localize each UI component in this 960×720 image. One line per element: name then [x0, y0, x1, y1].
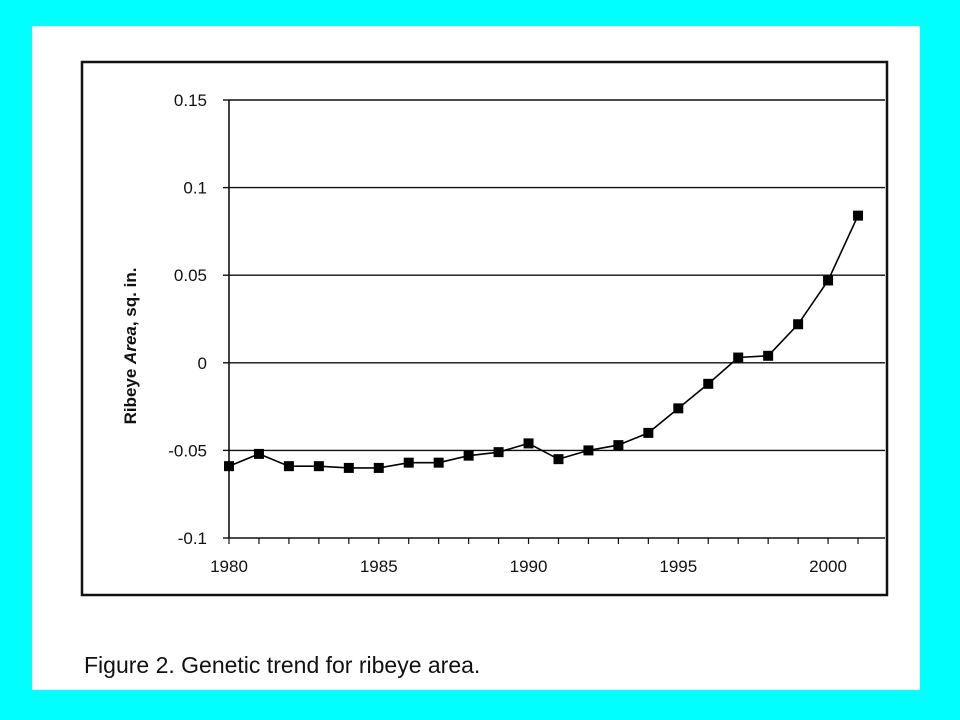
y-axis-title-part: Ribeye — [121, 364, 140, 424]
x-tick-label: 2000 — [809, 557, 847, 576]
data-point-marker — [313, 461, 324, 472]
y-tick-labels: -0.1 -0.05 0 0.05 0.1 0.15 — [168, 91, 207, 548]
y-tick-label: -0.05 — [168, 441, 207, 460]
data-point-marker — [613, 440, 624, 451]
data-point-marker — [283, 461, 294, 472]
y-axis-title-part: , sq. in. — [121, 268, 140, 327]
data-point-marker — [643, 427, 654, 438]
y-tick-label: 0.1 — [183, 179, 207, 198]
gridlines — [229, 99, 885, 452]
data-point-marker — [793, 319, 804, 330]
y-tick-label: 0.15 — [174, 91, 207, 110]
figure-caption: Figure 2. Genetic trend for ribeye area. — [84, 652, 481, 678]
y-axis-title: Ribeye Area, sq. in. — [121, 268, 140, 425]
data-point-marker — [553, 454, 564, 465]
series-genetic-trend — [224, 210, 864, 473]
y-tick-label: 0.05 — [174, 266, 207, 285]
data-point-marker — [403, 457, 414, 468]
data-point-marker — [733, 352, 744, 363]
x-tick-label: 1995 — [659, 557, 697, 576]
x-tick-labels: 1980 1985 1990 1995 2000 — [210, 557, 847, 576]
figure-paper: -0.1 -0.05 0 0.05 0.1 0.15 1980 1985 1990 1995 20… — [32, 26, 920, 690]
data-point-marker — [343, 462, 354, 473]
data-point-marker — [763, 350, 774, 361]
chart-frame — [80, 60, 889, 597]
data-point-marker — [523, 438, 534, 449]
data-point-marker — [253, 448, 264, 459]
data-point-marker — [673, 403, 684, 414]
data-point-marker — [823, 275, 834, 286]
x-tick-label: 1980 — [210, 557, 248, 576]
data-point-marker — [493, 447, 504, 458]
data-point-marker — [463, 450, 474, 461]
data-point-marker — [373, 462, 384, 473]
data-point-marker — [853, 210, 864, 221]
series-line — [228, 215, 859, 469]
data-point-marker — [433, 457, 444, 468]
data-point-marker — [703, 378, 714, 389]
y-tick-label: -0.1 — [178, 529, 207, 548]
x-tick-label: 1990 — [510, 557, 548, 576]
y-axis-title-part: Area — [121, 326, 140, 365]
data-point-marker — [224, 461, 234, 472]
x-tick-label: 1985 — [360, 557, 398, 576]
data-point-marker — [583, 445, 594, 456]
line-chart: -0.1 -0.05 0 0.05 0.1 0.15 1980 1985 1990 1995 20… — [80, 60, 889, 597]
y-tick-label: 0 — [198, 354, 207, 373]
